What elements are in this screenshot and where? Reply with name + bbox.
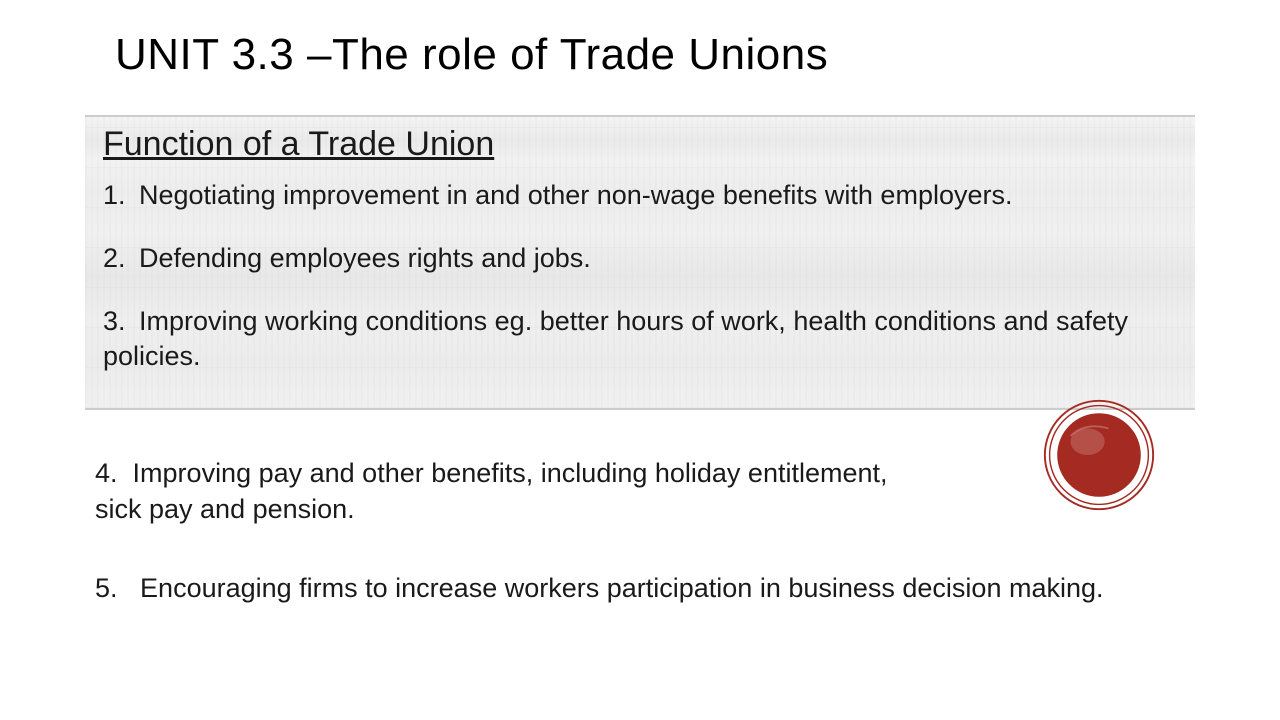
list-item: 1.Negotiating improvement in and other n… bbox=[103, 178, 1177, 213]
list-number: 3. bbox=[103, 304, 139, 339]
list-item: 2.Defending employees rights and jobs. bbox=[103, 241, 1177, 276]
list-item: 5. Encouraging firms to increase workers… bbox=[95, 570, 1195, 606]
list-item: 3.Improving working conditions eg. bette… bbox=[103, 304, 1177, 374]
list-text: Improving pay and other benefits, includ… bbox=[95, 458, 888, 524]
content-box: Function of a Trade Union 1.Negotiating … bbox=[85, 115, 1195, 410]
list-text: Defending employees rights and jobs. bbox=[139, 243, 591, 273]
list-text: Encouraging firms to increase workers pa… bbox=[140, 573, 1103, 603]
page-title: UNIT 3.3 –The role of Trade Unions bbox=[115, 30, 828, 80]
list-text: Negotiating improvement in and other non… bbox=[139, 180, 1012, 210]
list-number: 4. bbox=[95, 458, 118, 488]
section-subtitle: Function of a Trade Union bbox=[103, 125, 1177, 164]
circle-badge-icon bbox=[1042, 398, 1156, 512]
list-text: Improving working conditions eg. better … bbox=[103, 306, 1128, 371]
list-number: 2. bbox=[103, 241, 139, 276]
list-item: 4. Improving pay and other benefits, inc… bbox=[95, 455, 915, 528]
list-number: 1. bbox=[103, 178, 139, 213]
list-number: 5. bbox=[95, 573, 118, 603]
